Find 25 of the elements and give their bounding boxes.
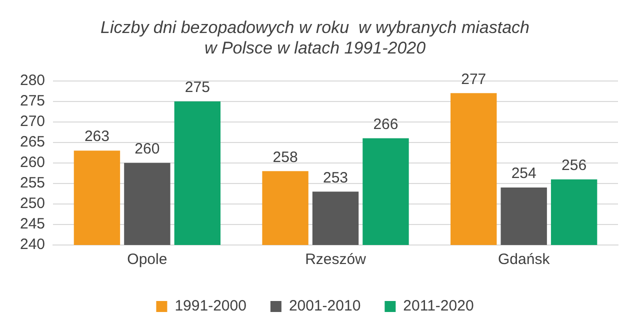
x-tick-label: Rzeszów	[305, 251, 366, 268]
data-label: 253	[323, 169, 348, 186]
data-label: 263	[84, 128, 110, 146]
data-label: 266	[373, 116, 398, 133]
data-label: 254	[511, 165, 536, 182]
x-tick-label: Gdańsk	[498, 251, 550, 268]
data-label: 258	[272, 148, 298, 166]
y-tick-label: 280	[20, 72, 46, 89]
y-tick-label: 270	[20, 112, 46, 130]
y-tick-label: 245	[20, 216, 46, 233]
data-label: 260	[134, 140, 160, 158]
data-label: 275	[184, 78, 210, 96]
legend-label: 2001-2010	[288, 298, 361, 315]
y-tick-label: 240	[20, 236, 46, 254]
y-tick-label: 250	[20, 195, 46, 212]
data-label: 277	[461, 70, 486, 88]
data-label: 256	[562, 156, 587, 174]
x-tick-label: Opole	[127, 251, 168, 268]
y-tick-label: 275	[20, 92, 46, 110]
y-tick-label: 260	[20, 154, 46, 172]
y-tick-label: 255	[20, 174, 46, 192]
y-tick-label: 265	[20, 134, 46, 151]
legend-label: 2011-2020	[403, 298, 474, 315]
legend-label: 1991-2000	[174, 298, 246, 315]
chart-title: Liczby dni bezopadowych w roku w wybranych miastach w Polsce w latach 1991-2020	[100, 18, 530, 58]
